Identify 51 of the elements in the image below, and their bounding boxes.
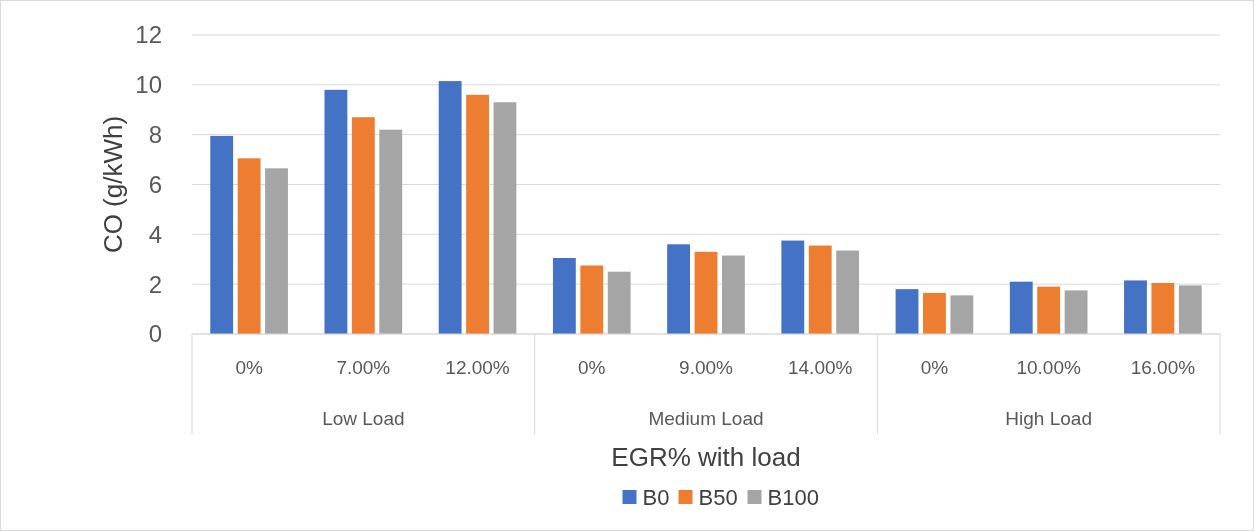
y-tick-label: 8	[148, 121, 162, 149]
bar	[808, 245, 832, 334]
text: High Load	[1005, 407, 1092, 429]
bar	[721, 255, 745, 334]
legend-label: B0	[642, 484, 670, 510]
bar	[694, 251, 718, 334]
bar	[667, 244, 691, 334]
x-tick-label: 12.00%	[445, 356, 510, 378]
text: Medium Load	[648, 407, 764, 429]
bar	[1009, 281, 1033, 334]
bar	[210, 135, 234, 334]
x-tick-label: 10.00%	[1016, 356, 1081, 378]
bar	[493, 102, 517, 334]
bar	[836, 250, 860, 334]
x-tick-label: 0%	[920, 356, 949, 378]
legend-label: B50	[698, 484, 738, 510]
bar	[1124, 280, 1147, 334]
y-tick-label: 10	[135, 71, 162, 99]
bar	[1151, 282, 1175, 334]
bar	[895, 289, 919, 334]
bar	[237, 158, 261, 334]
x-tick-label: 9.00%	[679, 356, 734, 378]
bar	[950, 295, 974, 334]
bar	[923, 292, 946, 334]
bar	[265, 168, 288, 334]
bar	[552, 258, 576, 334]
x-tick-label: 16.00%	[1130, 356, 1196, 378]
bar	[1178, 285, 1202, 334]
bar	[379, 129, 403, 334]
bar	[466, 94, 489, 334]
x-tick-label: 7.00%	[336, 356, 391, 378]
y-tick-label: 0	[148, 320, 162, 348]
bar	[607, 271, 631, 334]
bar	[324, 89, 348, 334]
y-tick-label: 12	[135, 21, 162, 49]
x-axis-title: EGR% with load	[611, 442, 801, 473]
bar	[1037, 286, 1061, 334]
y-tick-label: 2	[148, 270, 162, 298]
bar	[1064, 290, 1088, 334]
x-tick-label: 0%	[235, 356, 263, 378]
bar	[438, 81, 462, 334]
x-tick-label: 0%	[578, 356, 606, 378]
x-tick-label: 14.00%	[788, 356, 853, 378]
bar	[351, 117, 375, 334]
bar	[580, 265, 604, 334]
y-tick-label: 6	[148, 170, 162, 198]
legend-label: B100	[767, 484, 819, 510]
y-axis-title: CO (g/kWh)	[98, 115, 129, 254]
bar	[781, 240, 805, 334]
y-tick-label: 4	[148, 220, 162, 248]
text: Low Load	[322, 407, 405, 429]
